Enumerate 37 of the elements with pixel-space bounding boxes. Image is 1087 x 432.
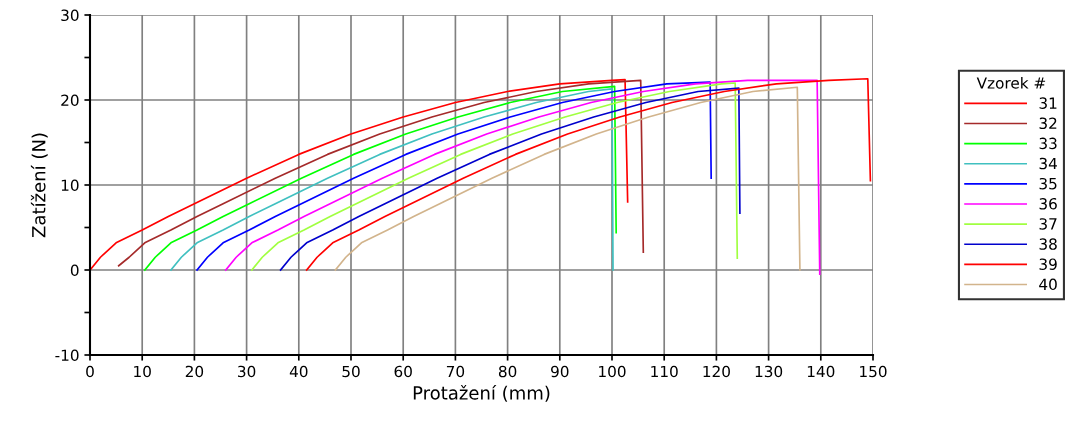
legend-label: 37: [1039, 218, 1057, 230]
y-tick-label: 10: [61, 179, 79, 192]
line-series: [334, 86, 801, 271]
x-tick-label: 40: [289, 365, 308, 378]
legend-label: 33: [1039, 137, 1057, 150]
legend-label: 36: [1039, 198, 1057, 210]
x-tick-label: 140: [807, 365, 835, 378]
x-tick-label: 70: [446, 365, 465, 378]
legend-label: 32: [1039, 117, 1057, 130]
legend-label: 39: [1039, 258, 1057, 270]
x-tick-label: 150: [860, 365, 887, 378]
x-tick-label: 30: [238, 365, 256, 378]
x-tick-label: 50: [342, 365, 360, 378]
legend-label: 31: [1039, 97, 1057, 109]
line-series: [224, 79, 821, 276]
y-tick-label: 0: [70, 264, 79, 277]
y-tick-label: 30: [61, 9, 79, 22]
x-tick-label: 100: [599, 365, 626, 378]
y-tick-label: 20: [61, 94, 79, 107]
x-tick-label: 20: [185, 365, 204, 378]
y-axis-title: Zatížení (N): [30, 133, 48, 238]
x-tick-label: 130: [755, 365, 783, 378]
line-series: [196, 81, 713, 271]
legend-label: 35: [1039, 177, 1057, 190]
x-tick-label: 120: [703, 365, 730, 378]
x-tick-label: 10: [134, 365, 151, 378]
x-tick-label: 80: [498, 365, 517, 378]
legend-label: 38: [1039, 238, 1057, 250]
x-axis-title: Protažení (mm): [413, 385, 550, 402]
y-tick-label: -10: [55, 349, 79, 362]
x-tick-label: 110: [651, 365, 678, 378]
x-tick-label: 0: [86, 365, 94, 378]
legend-title: Vzorek #: [976, 76, 1046, 89]
x-tick-label: 60: [394, 365, 412, 378]
legend-label: 34: [1039, 157, 1057, 170]
legend-label: 40: [1039, 278, 1057, 291]
x-tick-label: 90: [551, 365, 569, 378]
